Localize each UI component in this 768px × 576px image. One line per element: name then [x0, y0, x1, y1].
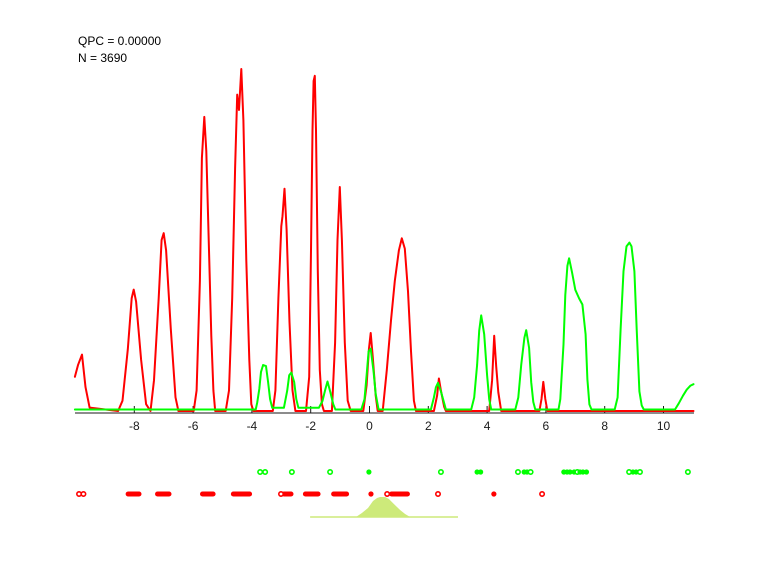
red-rug-segment	[155, 491, 172, 497]
green-rug-dot	[262, 468, 269, 475]
red-rug-segment	[281, 491, 294, 497]
green-rug-dot	[636, 468, 643, 475]
red-rug-dot	[278, 490, 285, 497]
red-density-curve	[73, 68, 695, 412]
red-rug-segment	[230, 491, 253, 497]
red-rug-segment	[200, 491, 216, 497]
annotation-block: QPC = 0.00000 N = 3690	[78, 33, 161, 67]
x-axis-tick-label: -2	[305, 419, 316, 433]
x-axis-tick-label: -6	[188, 419, 199, 433]
x-axis-tick-label: 10	[657, 419, 671, 433]
red-rug-dot	[384, 490, 391, 497]
green-rug-dot	[514, 468, 521, 475]
red-rug-segment	[331, 491, 350, 497]
red-rug-segment	[389, 491, 410, 497]
red-rug-dot	[80, 490, 87, 497]
green-density-curve	[73, 241, 695, 411]
red-rug-dot	[491, 491, 497, 497]
qpc-annotation: QPC = 0.00000	[78, 34, 162, 48]
x-axis-tick-label: 4	[484, 419, 491, 433]
green-rug-dot	[257, 468, 264, 475]
green-rug-dot	[684, 468, 691, 475]
x-axis-tick-label: 6	[543, 419, 550, 433]
green-rug-dot	[288, 468, 295, 475]
red-rug-dot	[539, 490, 546, 497]
red-rug-segment	[125, 491, 142, 497]
red-rug-dot	[368, 491, 374, 497]
n-annotation: N = 3690	[78, 51, 128, 65]
x-axis-tick-label: -8	[129, 419, 140, 433]
green-rug-dot	[567, 469, 573, 475]
kernel-bump	[356, 497, 411, 517]
x-axis-tick-label: -4	[247, 419, 258, 433]
x-axis-tick-label: 8	[601, 419, 608, 433]
green-rug-dot	[583, 469, 590, 475]
green-rug-dot	[437, 468, 444, 475]
red-rug-dot	[435, 490, 442, 497]
green-rug-dot	[478, 469, 484, 475]
green-rug-dot	[527, 468, 534, 475]
green-rug-dot	[327, 468, 334, 475]
red-rug-segment	[302, 491, 321, 497]
x-axis-tick-label: 2	[425, 419, 432, 433]
x-axis-tick-label: 0	[366, 419, 373, 433]
green-rug-dot	[366, 469, 372, 475]
